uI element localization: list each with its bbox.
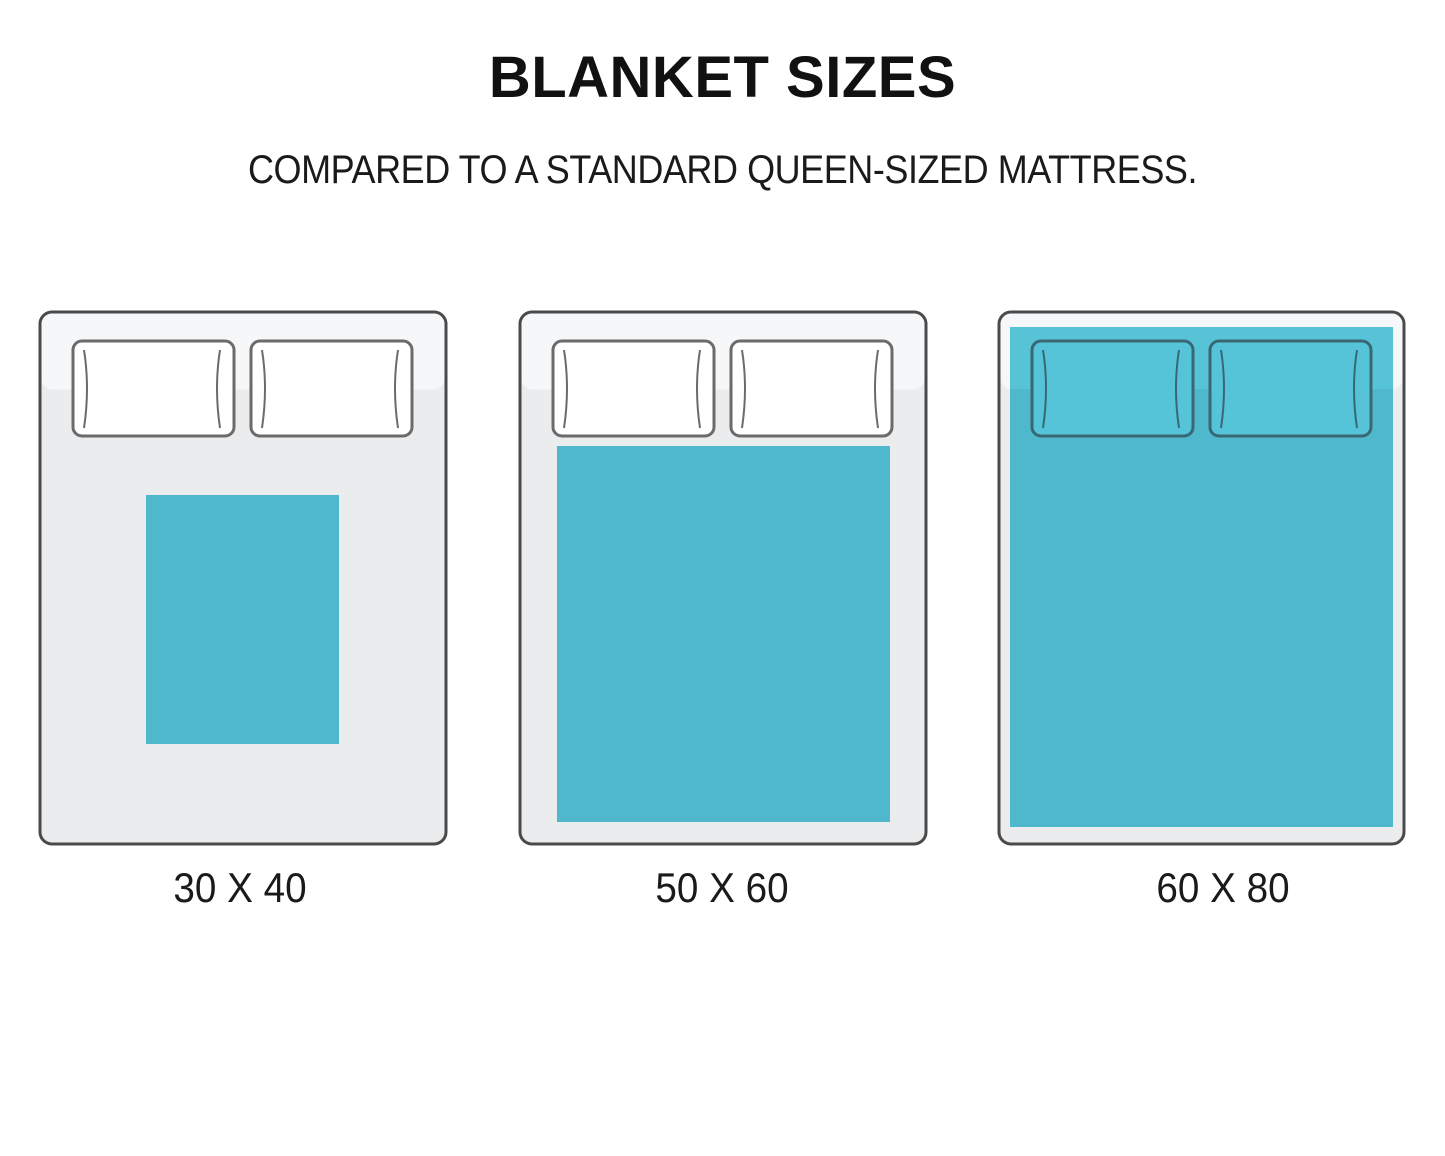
page-subtitle: COMPARED TO A STANDARD QUEEN-SIZED MATTR… [247,148,1197,192]
bed-60x80 [997,310,1406,846]
size-label-60x80: 60 X 80 [1156,864,1290,911]
pillow-right [729,339,894,438]
blanket-50x60 [557,446,890,822]
pillow-left [71,339,236,438]
size-label-30x40: 30 X 40 [173,864,307,911]
pillow-right [249,339,414,438]
bed-50x60 [518,310,928,846]
blanket-30x40 [146,495,339,744]
pillow-left [1030,339,1195,438]
page-title: BLANKET SIZES [488,45,957,110]
size-label-50x60: 50 X 60 [655,864,789,911]
pillow-left [551,339,716,438]
bed-30x40 [38,310,448,846]
pillow-right [1208,339,1373,438]
